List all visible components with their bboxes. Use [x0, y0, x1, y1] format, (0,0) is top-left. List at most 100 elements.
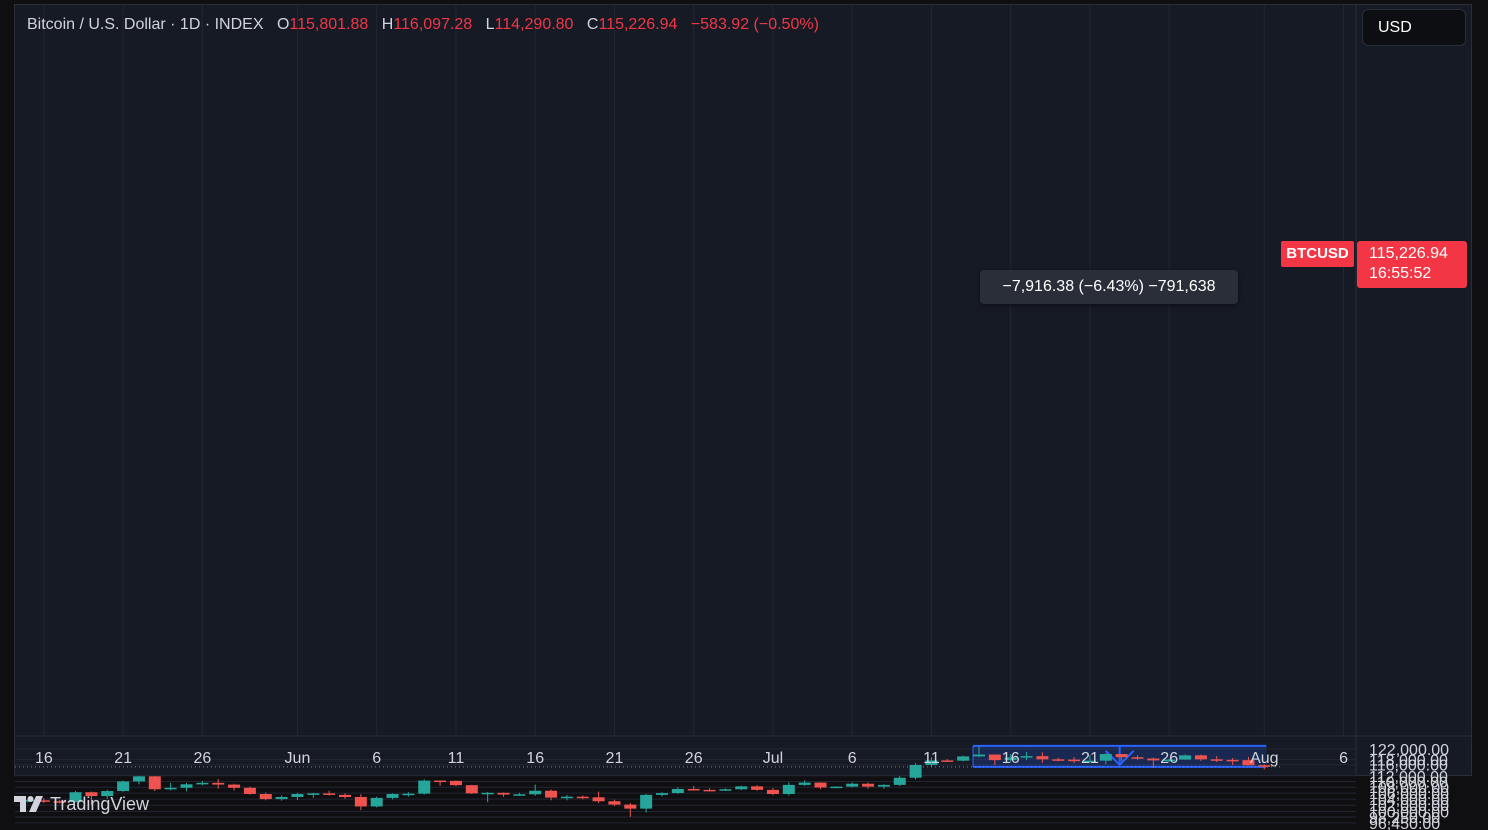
- candle: [973, 746, 985, 758]
- candle-body: [862, 783, 875, 787]
- candle-body: [481, 792, 494, 795]
- candle-body: [307, 793, 320, 795]
- time-tick-label: 26: [1160, 750, 1178, 767]
- candle-body: [196, 782, 209, 785]
- candle-body: [180, 784, 193, 788]
- change-value: −583.92 (−0.50%): [690, 16, 819, 33]
- candle-body: [560, 796, 573, 799]
- time-tick-label: 16: [35, 750, 53, 767]
- candle-body: [988, 754, 1001, 761]
- candle: [1020, 751, 1033, 761]
- candle: [751, 785, 764, 791]
- candle: [148, 776, 161, 792]
- candle: [909, 763, 922, 780]
- candle: [1147, 757, 1160, 768]
- candle-body: [576, 796, 589, 799]
- candle: [576, 795, 589, 800]
- candle-body: [1052, 759, 1065, 761]
- candle: [529, 784, 542, 796]
- time-tick-label: 26: [193, 750, 211, 767]
- candle-body: [132, 776, 145, 782]
- time-tick-label: 21: [114, 750, 132, 767]
- last-price-value: 115,226.94: [1369, 245, 1448, 262]
- brand-footer[interactable]: TradingView: [14, 792, 149, 816]
- price-tick-label: 96,450.00: [1369, 816, 1440, 830]
- candle: [418, 779, 431, 795]
- candle: [53, 800, 66, 804]
- candle-body: [893, 777, 906, 785]
- candle-body: [434, 780, 447, 783]
- open-label: O: [276, 16, 290, 33]
- candle: [1179, 754, 1192, 760]
- candle-body: [323, 793, 336, 795]
- candle-body: [545, 790, 558, 798]
- candle: [513, 792, 526, 796]
- candle-body: [402, 793, 415, 796]
- candle-body: [164, 787, 177, 790]
- candle: [1163, 758, 1176, 763]
- candle-body: [85, 792, 98, 797]
- candle: [782, 782, 795, 796]
- candle-body: [1163, 759, 1176, 762]
- candle: [687, 786, 700, 791]
- candle-body: [1194, 755, 1207, 760]
- high-value: 116,097.28: [393, 16, 473, 33]
- candle-body: [1115, 754, 1128, 758]
- candle-body: [339, 794, 351, 797]
- candle: [323, 790, 336, 796]
- candle-body: [735, 786, 748, 790]
- time-tick-label: 11: [448, 750, 465, 767]
- price-tick-label: 108,000.00: [1369, 780, 1449, 797]
- candle: [243, 786, 256, 795]
- candle-body: [354, 796, 367, 807]
- candle-body: [1258, 765, 1271, 767]
- candle-body: [212, 782, 225, 785]
- candle-body: [449, 780, 462, 786]
- currency-button[interactable]: USD: [1362, 9, 1466, 46]
- candle-body: [386, 793, 399, 798]
- candle-body: [973, 754, 985, 757]
- candle-body: [1147, 758, 1160, 761]
- time-tick-label: Jun: [285, 750, 311, 767]
- candles: [22, 746, 1271, 817]
- candle-body: [1068, 759, 1081, 762]
- candle-body: [1083, 760, 1096, 763]
- candle: [354, 794, 367, 811]
- brand-name: TradingView: [50, 793, 150, 814]
- candle: [259, 792, 272, 801]
- candle: [1115, 754, 1128, 761]
- candle-body: [909, 764, 922, 778]
- candle-body: [624, 804, 637, 809]
- candle: [497, 792, 510, 797]
- candle-body: [608, 801, 621, 805]
- candle: [925, 757, 938, 767]
- candle: [671, 787, 684, 794]
- candle: [846, 782, 859, 788]
- high-label: H: [381, 16, 394, 33]
- close-label: C: [586, 16, 599, 33]
- candle-body: [1210, 759, 1223, 761]
- candle-body: [687, 788, 700, 791]
- candle: [560, 794, 573, 801]
- candle-body: [1226, 759, 1239, 762]
- candle-body: [719, 789, 732, 791]
- candle-body: [101, 791, 114, 797]
- low-label: L: [485, 16, 495, 33]
- candle: [1258, 764, 1271, 770]
- candle: [37, 798, 50, 804]
- candle: [1083, 755, 1096, 764]
- time-tick-label: 21: [1081, 750, 1099, 767]
- candle: [988, 754, 1001, 765]
- candle: [719, 788, 732, 792]
- candle-body: [529, 790, 542, 795]
- candle: [85, 791, 98, 805]
- candle: [703, 788, 716, 792]
- candle-body: [1242, 760, 1255, 766]
- time-tick-label: 16: [1002, 750, 1020, 767]
- candle-body: [1131, 757, 1144, 759]
- candle: [465, 784, 478, 794]
- candle: [164, 782, 177, 791]
- candle-body: [513, 794, 526, 796]
- candle: [1052, 757, 1065, 762]
